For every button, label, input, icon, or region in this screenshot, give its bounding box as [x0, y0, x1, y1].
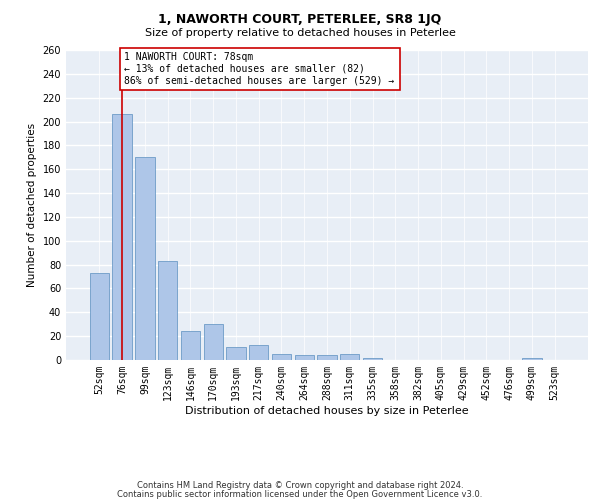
Text: 1, NAWORTH COURT, PETERLEE, SR8 1JQ: 1, NAWORTH COURT, PETERLEE, SR8 1JQ [158, 12, 442, 26]
Bar [181, 332, 200, 360]
Bar [295, 355, 314, 360]
Bar [90, 273, 109, 360]
Bar [522, 358, 542, 360]
Text: Contains HM Land Registry data © Crown copyright and database right 2024.: Contains HM Land Registry data © Crown c… [137, 481, 463, 490]
Bar [317, 355, 337, 360]
Bar [158, 261, 178, 360]
Bar [272, 354, 291, 360]
Bar [135, 158, 155, 360]
Bar [249, 344, 268, 360]
Bar [203, 324, 223, 360]
Y-axis label: Number of detached properties: Number of detached properties [27, 123, 37, 287]
Bar [112, 114, 132, 360]
Bar [363, 358, 382, 360]
X-axis label: Distribution of detached houses by size in Peterlee: Distribution of detached houses by size … [185, 406, 469, 415]
Bar [226, 347, 245, 360]
Text: Size of property relative to detached houses in Peterlee: Size of property relative to detached ho… [145, 28, 455, 38]
Text: Contains public sector information licensed under the Open Government Licence v3: Contains public sector information licen… [118, 490, 482, 499]
Text: 1 NAWORTH COURT: 78sqm
← 13% of detached houses are smaller (82)
86% of semi-det: 1 NAWORTH COURT: 78sqm ← 13% of detached… [124, 52, 395, 86]
Bar [340, 354, 359, 360]
